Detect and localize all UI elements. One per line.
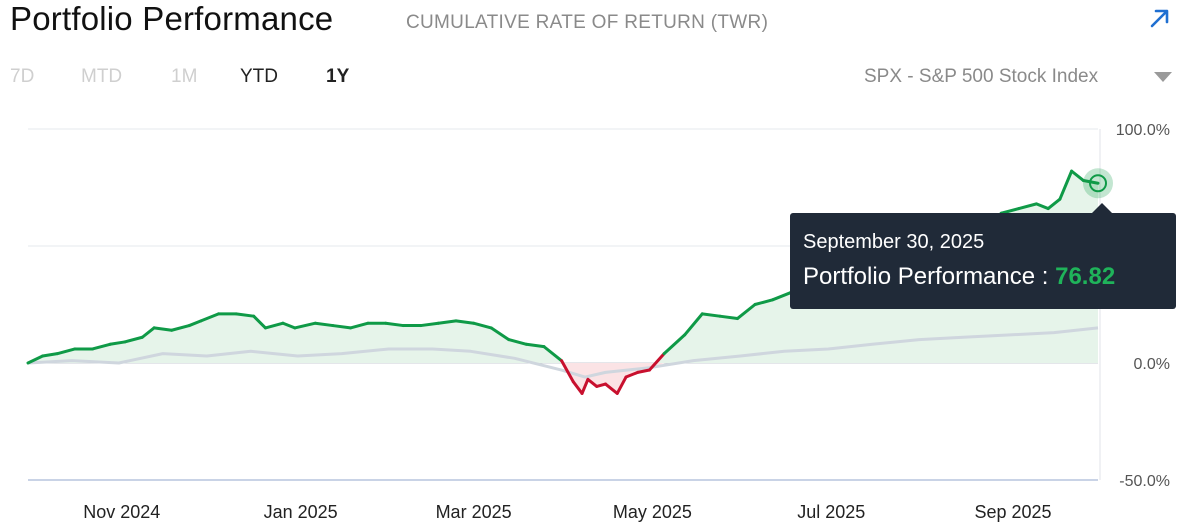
series-portfolio-segment (331, 324, 352, 330)
benchmark-select[interactable]: SPX - S&P 500 Stock Index (864, 66, 1099, 87)
range-ytd[interactable]: YTD (240, 66, 278, 87)
series-spx-line (27, 326, 1099, 379)
series-portfolio-segment (489, 326, 511, 342)
series-portfolio-segment (436, 319, 458, 325)
y-tick-label: -50.0% (1119, 473, 1170, 490)
x-tick-label: May 2025 (613, 502, 692, 522)
series-portfolio-segment (615, 375, 628, 395)
range-mtd[interactable]: MTD (81, 66, 123, 87)
x-tick-label: Mar 2025 (436, 502, 512, 522)
series-portfolio-segment (454, 319, 476, 325)
tooltip-date: September 30, 2025 (803, 231, 985, 253)
range-1m[interactable]: 1M (171, 66, 198, 87)
series-portfolio-segment (571, 380, 584, 395)
series-portfolio-segment (507, 338, 528, 346)
series-portfolio-segment (1034, 202, 1050, 211)
series-portfolio-segment (1017, 202, 1038, 211)
range-7d[interactable]: 7D (10, 66, 35, 87)
series-portfolio-segment (472, 321, 493, 330)
series-portfolio-segment (252, 314, 267, 330)
series-portfolio-segment (348, 321, 370, 330)
series-portfolio-segment (199, 312, 221, 323)
series-portfolio-segment (263, 321, 285, 330)
series-portfolio-segment (419, 321, 440, 328)
series-portfolio-segment (771, 291, 792, 302)
highlight-halo (1083, 168, 1113, 199)
series-portfolio-segment (123, 335, 144, 344)
series-portfolio-segment (187, 319, 203, 328)
series-portfolio-segment (55, 347, 77, 356)
series-portfolio-segment (662, 333, 687, 356)
arrow-up-right-icon[interactable] (1146, 4, 1174, 32)
series-portfolio-segment (542, 345, 564, 363)
series-portfolio-segment (718, 314, 739, 321)
page-title: Portfolio Performance (10, 0, 334, 37)
series-portfolio-segment (313, 321, 335, 328)
series-portfolio-segment (140, 326, 156, 339)
series-portfolio-segment (1046, 197, 1062, 211)
series-portfolio-segment (560, 359, 575, 384)
series-portfolio-segment (647, 352, 666, 372)
x-tick-label: Nov 2024 (83, 502, 160, 522)
series-portfolio-segment (624, 370, 640, 379)
tooltip-line: Portfolio Performance : 76.82 (803, 263, 1115, 291)
series-portfolio-segment (586, 377, 599, 388)
series-portfolio-segment (683, 312, 704, 337)
series-portfolio-segment (580, 377, 590, 395)
series-portfolio-segment (90, 342, 112, 351)
series-portfolio-segment (26, 354, 45, 365)
series-portfolio-segment (281, 321, 297, 330)
x-tick-label: Jan 2025 (264, 502, 338, 522)
tooltip-label: Portfolio Performance : (803, 263, 1056, 290)
series-portfolio-segment (1070, 169, 1085, 182)
series-portfolio-segment (636, 368, 651, 374)
series-portfolio-segment (999, 207, 1021, 215)
range-1y[interactable]: 1Y (326, 66, 350, 87)
x-tick-label: Sep 2025 (974, 502, 1051, 522)
y-tick-label: 0.0% (1134, 356, 1170, 373)
chart-tooltip: September 30, 2025 Portfolio Performance… (790, 203, 1176, 309)
series-portfolio-segment (108, 340, 127, 346)
caret-down-icon[interactable] (1153, 70, 1173, 84)
series-portfolio-segment (735, 303, 757, 321)
series-portfolio-segment (384, 321, 405, 328)
series-portfolio-segment (595, 382, 608, 388)
series-portfolio-segment (170, 324, 191, 332)
area-negative (561, 363, 665, 394)
highlight-point (1089, 174, 1107, 193)
series-portfolio-segment (234, 312, 256, 318)
series-portfolio-segment (700, 312, 722, 318)
series-portfolio-segment (152, 326, 174, 332)
tooltip-value: 76.82 (1055, 263, 1116, 290)
area-positive (28, 171, 1098, 394)
x-tick-label: Jul 2025 (797, 502, 865, 522)
series-portfolio-segment (41, 352, 59, 358)
y-tick-label: 100.0% (1116, 122, 1170, 139)
series-portfolio-segment (604, 382, 619, 395)
series-portfolio-segment (753, 298, 775, 306)
series-portfolio-segment (293, 321, 317, 330)
series-portfolio-segment (524, 342, 546, 349)
page-subtitle: CUMULATIVE RATE OF RETURN (TWR) (406, 12, 769, 33)
series-portfolio-segment (1058, 169, 1074, 201)
